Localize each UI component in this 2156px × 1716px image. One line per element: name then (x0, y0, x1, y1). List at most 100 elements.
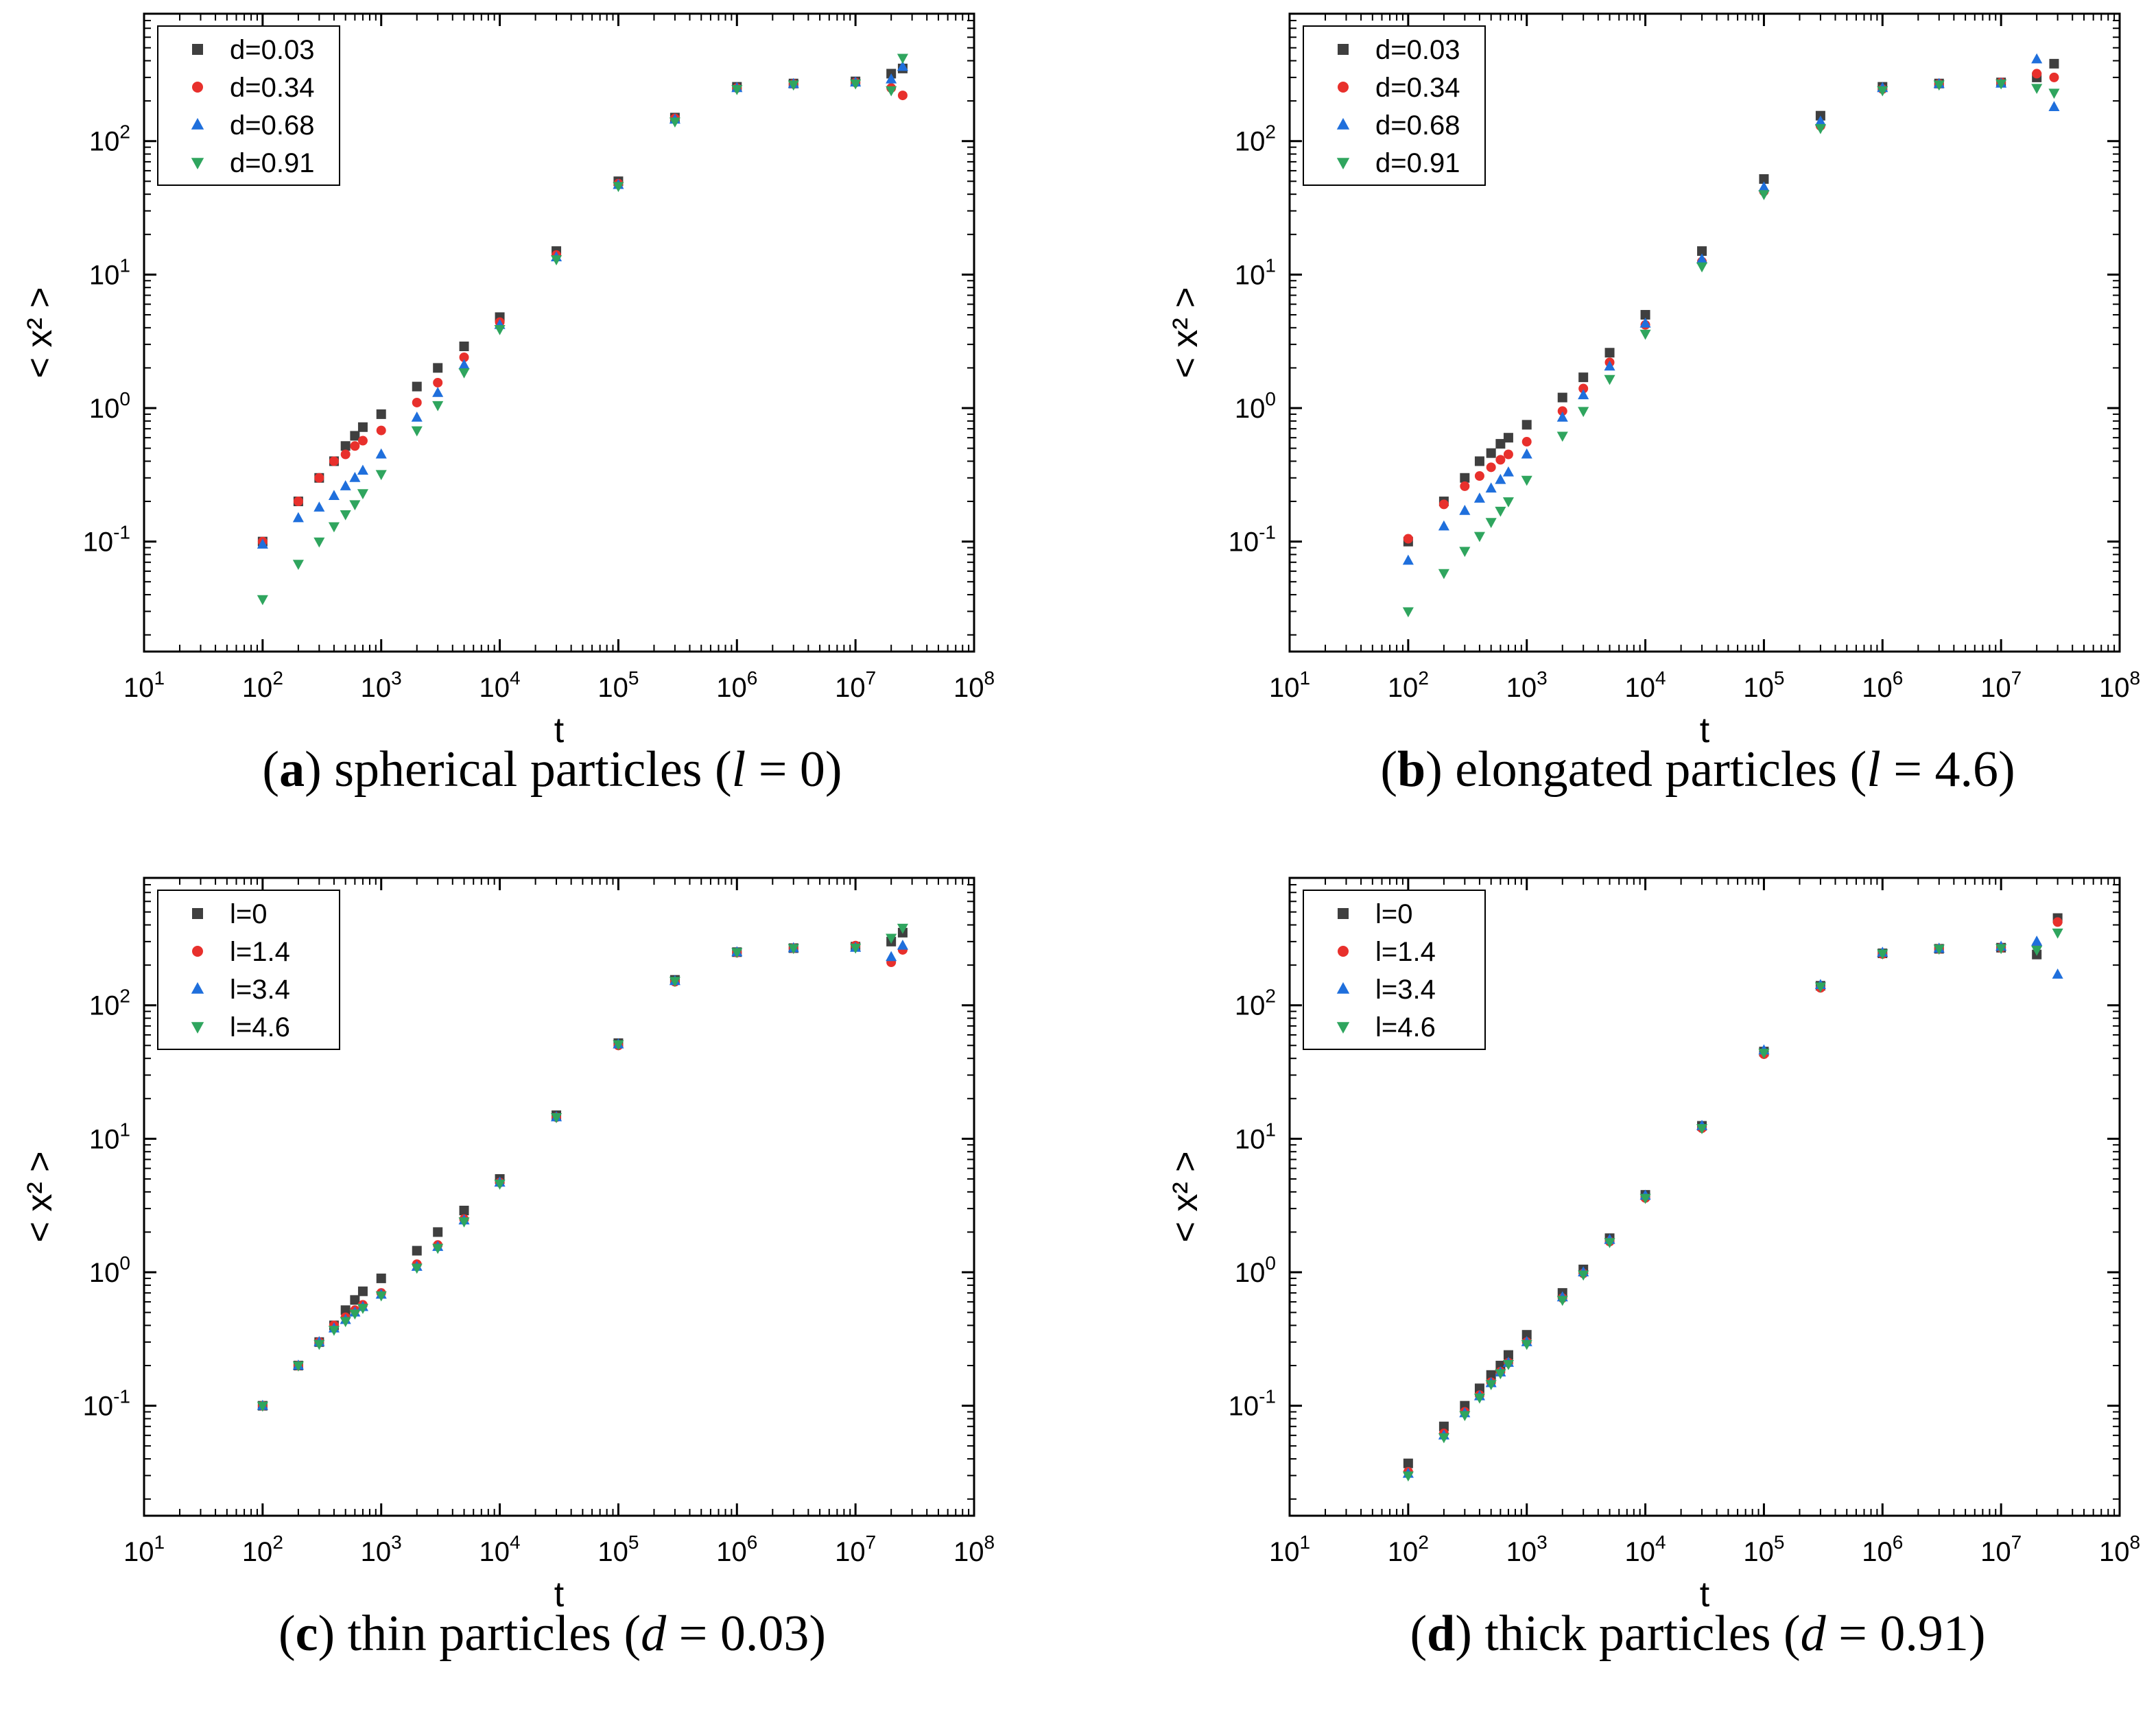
data-point (459, 342, 469, 352)
legend-marker (191, 118, 204, 130)
y-tick-label: 100 (1235, 388, 1276, 424)
data-point (458, 368, 470, 379)
data-point (411, 1263, 423, 1274)
series-l=3.4 (257, 939, 908, 1410)
chart-panel-c: 101 102 103 104 105 106 107 108 10-1 100 101 102 t < … (20, 877, 995, 1614)
legend-marker (191, 982, 204, 994)
data-point (1604, 374, 1615, 385)
x-axis-label: t (554, 711, 565, 750)
x-tick-label: 101 (1269, 667, 1310, 703)
legend-label: l=0 (230, 899, 268, 929)
plot-frame (143, 877, 975, 1517)
y-tick-label: 10-1 (83, 1386, 130, 1422)
x-tick-label: 104 (1625, 667, 1666, 703)
data-point (1521, 1339, 1532, 1350)
data-point (350, 1295, 360, 1305)
x-tick-label: 105 (597, 667, 639, 703)
legend-label: d=0.68 (1375, 110, 1460, 141)
data-point (850, 943, 862, 954)
data-point (1578, 372, 1589, 383)
data-point (1502, 466, 1514, 477)
data-point (897, 939, 908, 950)
data-point (1503, 1350, 1513, 1360)
data-point (1557, 406, 1567, 416)
data-point (1556, 431, 1568, 442)
data-point (1495, 506, 1506, 517)
y-tick-label: 102 (1235, 121, 1276, 157)
chart-panel-a: 101 102 103 104 105 106 107 108 10-1 100 101 102 t < … (20, 12, 995, 750)
data-point (1503, 449, 1513, 460)
legend-label: l=0 (1375, 899, 1413, 929)
data-point (1758, 1049, 1770, 1059)
data-point (292, 1361, 304, 1372)
data-point (293, 497, 303, 507)
data-point (1521, 448, 1532, 459)
data-point (1578, 407, 1589, 418)
data-point (1459, 1411, 1471, 1422)
data-point (1639, 317, 1651, 328)
series-d=0.91 (257, 53, 908, 606)
data-point (1495, 1369, 1506, 1380)
data-point (1877, 949, 1888, 960)
data-point (1460, 481, 1470, 491)
legend-label: l=4.6 (230, 1012, 290, 1042)
data-point (1759, 174, 1769, 184)
data-point (257, 595, 268, 606)
x-tick-label: 102 (242, 1532, 283, 1567)
data-point (357, 1304, 368, 1314)
data-point (375, 470, 387, 481)
data-point (411, 426, 423, 437)
x-tick-label: 105 (1743, 1532, 1784, 1567)
data-point (1486, 462, 1496, 473)
data-point (313, 537, 325, 548)
plot-frame (1288, 877, 2121, 1517)
data-point (433, 363, 443, 373)
data-point (329, 456, 339, 466)
legend-marker (191, 1022, 204, 1034)
data-point (1995, 79, 2007, 90)
legend-marker (1338, 908, 1349, 919)
data-point (340, 1305, 351, 1315)
data-point (357, 1286, 368, 1296)
data-point (432, 1243, 444, 1254)
data-point (340, 510, 351, 521)
data-point (349, 500, 361, 511)
panel-caption-b: (b) elongated particles (l = 4.6) (1380, 741, 2015, 798)
data-point (1503, 433, 1513, 443)
y-tick-label: 100 (89, 388, 130, 424)
y-tick-label: 100 (1235, 1252, 1276, 1288)
legend-marker (191, 158, 204, 169)
data-point (731, 948, 743, 959)
data-point (349, 472, 361, 482)
legend-label: d=0.34 (1375, 73, 1460, 103)
data-point (412, 1246, 422, 1256)
legend-box (157, 890, 340, 1050)
x-axis-label: t (1700, 711, 1710, 750)
x-tick-label: 108 (953, 1532, 995, 1567)
data-point (357, 436, 368, 446)
data-point (2052, 917, 2063, 927)
legend-box (1303, 25, 1486, 186)
legend-marker (1338, 82, 1349, 93)
data-point (2052, 928, 2063, 939)
data-point (1495, 439, 1506, 449)
data-point (328, 1326, 340, 1336)
data-point (494, 325, 506, 335)
data-point (349, 1309, 361, 1320)
series-d=0.34 (1403, 69, 2059, 544)
data-point (1556, 1296, 1568, 1307)
x-tick-label: 103 (361, 1532, 402, 1567)
legend-label: l=1.4 (1375, 937, 1436, 967)
data-point (340, 1317, 351, 1328)
data-point (1474, 471, 1484, 481)
data-point (1438, 499, 1449, 510)
data-point (886, 86, 897, 97)
y-axis-label: < x² > (20, 287, 60, 379)
data-point (787, 944, 799, 955)
data-point (2049, 72, 2059, 82)
data-point (2031, 53, 2043, 64)
data-point (1758, 181, 1770, 192)
series-l=4.6 (1402, 928, 2063, 1482)
panel-caption-a: (a) spherical particles (l = 0) (262, 741, 842, 798)
